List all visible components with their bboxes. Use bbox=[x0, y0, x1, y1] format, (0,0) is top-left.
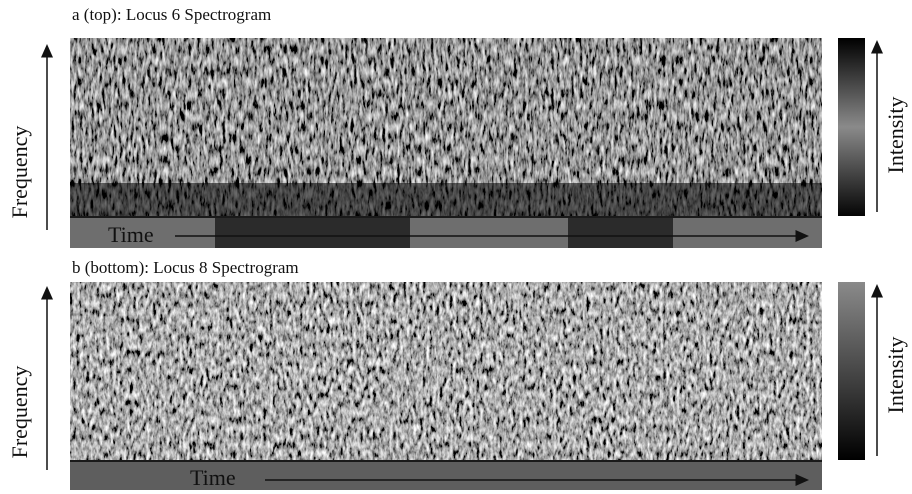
figure: a (top): Locus 6 Spectrogram Time Freque… bbox=[0, 0, 912, 494]
x-axis-label: Time bbox=[190, 465, 236, 490]
panel-a: a (top): Locus 6 Spectrogram Time Freque… bbox=[7, 5, 908, 248]
y-axis-label: Frequency bbox=[7, 126, 32, 219]
y-axis-label: Frequency bbox=[7, 366, 32, 459]
colorbar-label: Intensity bbox=[883, 337, 908, 414]
colorbar bbox=[838, 38, 865, 216]
colorbar bbox=[838, 282, 865, 460]
time-strip-dark bbox=[568, 218, 673, 248]
time-strip bbox=[70, 218, 822, 248]
colorbar-label: Intensity bbox=[883, 97, 908, 174]
panel-title: b (bottom): Locus 8 Spectrogram bbox=[72, 258, 299, 277]
panel-title: a (top): Locus 6 Spectrogram bbox=[72, 5, 271, 24]
spectrogram-band bbox=[70, 183, 822, 216]
time-strip bbox=[70, 462, 822, 490]
spectrogram bbox=[70, 282, 822, 460]
x-axis-label: Time bbox=[108, 222, 154, 247]
time-strip-dark bbox=[215, 218, 410, 248]
page: a (top): Locus 6 Spectrogram Time Freque… bbox=[0, 0, 912, 494]
panel-b: b (bottom): Locus 8 Spectrogram Time Fre… bbox=[7, 258, 908, 490]
